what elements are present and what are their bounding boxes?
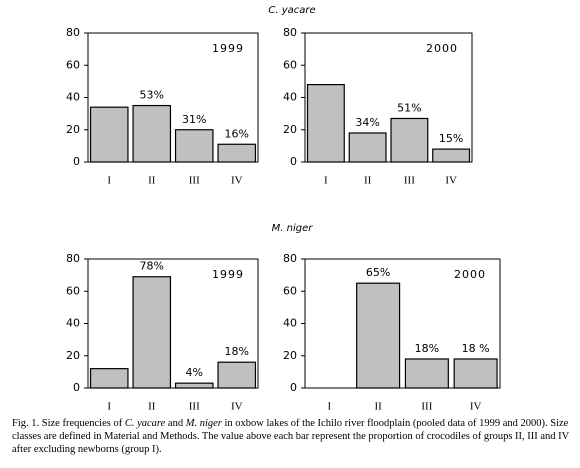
section-title: C. yacare bbox=[268, 5, 315, 16]
x-tick-label: II bbox=[364, 175, 372, 187]
y-tick-label: 80 bbox=[283, 252, 297, 265]
y-tick-label: 80 bbox=[66, 26, 80, 39]
year-label: 1999 bbox=[212, 42, 244, 55]
bar-note: 51% bbox=[397, 101, 421, 114]
y-tick-label: 40 bbox=[66, 317, 80, 330]
year-label: 2000 bbox=[426, 42, 458, 55]
y-tick-label: 20 bbox=[283, 123, 297, 136]
x-tick-label: IV bbox=[470, 401, 482, 413]
y-tick-label: 40 bbox=[283, 91, 297, 104]
bar-note: 18% bbox=[415, 342, 439, 355]
bar bbox=[217, 143, 257, 163]
x-tick-label: III bbox=[189, 401, 200, 413]
caption: Fig. 1. Size frequencies of C. yacare an… bbox=[12, 417, 570, 456]
bar-note: 65% bbox=[366, 266, 390, 279]
x-tick-label: I bbox=[107, 175, 111, 187]
bar bbox=[356, 282, 401, 389]
caption-species: M. niger bbox=[185, 418, 222, 429]
x-tick-label: II bbox=[148, 175, 156, 187]
section-title: M. niger bbox=[272, 223, 314, 234]
y-tick-label: 0 bbox=[290, 155, 297, 168]
bar bbox=[217, 361, 257, 389]
bar bbox=[89, 106, 129, 163]
x-tick-label: IV bbox=[231, 175, 243, 187]
x-tick-label: III bbox=[404, 175, 415, 187]
x-tick-label: II bbox=[148, 401, 156, 413]
bar-note: 4% bbox=[186, 366, 203, 379]
bar bbox=[174, 382, 214, 389]
x-tick-label: IV bbox=[231, 401, 243, 413]
bar bbox=[132, 276, 172, 389]
y-tick-label: 80 bbox=[66, 252, 80, 265]
caption-text: and bbox=[165, 418, 186, 429]
caption-species: C. yacare bbox=[124, 418, 166, 429]
x-tick-label: IV bbox=[445, 175, 457, 187]
y-tick-label: 60 bbox=[283, 284, 297, 297]
x-tick-label: I bbox=[107, 401, 111, 413]
y-tick-label: 20 bbox=[66, 123, 80, 136]
x-tick-label: I bbox=[324, 175, 328, 187]
bar-note: 53% bbox=[140, 89, 164, 102]
bar bbox=[132, 104, 172, 163]
y-tick-label: 20 bbox=[66, 349, 80, 362]
bar bbox=[404, 358, 449, 389]
year-label: 1999 bbox=[212, 268, 244, 281]
bar bbox=[174, 129, 214, 163]
bar-note: 18% bbox=[225, 345, 249, 358]
bar-note: 34% bbox=[355, 116, 379, 129]
caption-text: in oxbow lakes of the Ichilo river flood… bbox=[12, 418, 570, 455]
bar-note: 31% bbox=[182, 113, 206, 126]
bar bbox=[432, 148, 471, 163]
bar-note: 16% bbox=[225, 127, 249, 140]
bar bbox=[390, 117, 429, 163]
x-tick-label: I bbox=[328, 401, 332, 413]
y-tick-label: 80 bbox=[283, 26, 297, 39]
bar-note: 15% bbox=[439, 132, 463, 145]
bar bbox=[89, 368, 129, 389]
y-tick-label: 40 bbox=[283, 317, 297, 330]
bar bbox=[453, 358, 498, 389]
y-tick-label: 0 bbox=[73, 381, 80, 394]
y-tick-label: 40 bbox=[66, 91, 80, 104]
bar-note: 18 % bbox=[462, 342, 490, 355]
y-tick-label: 0 bbox=[290, 381, 297, 394]
y-tick-label: 60 bbox=[283, 58, 297, 71]
year-label: 2000 bbox=[454, 268, 486, 281]
bar-note: 78% bbox=[140, 260, 164, 273]
y-tick-label: 0 bbox=[73, 155, 80, 168]
x-tick-label: III bbox=[189, 175, 200, 187]
x-tick-label: II bbox=[374, 401, 382, 413]
y-tick-label: 60 bbox=[66, 284, 80, 297]
y-tick-label: 60 bbox=[66, 58, 80, 71]
caption-text: Fig. 1. Size frequencies of bbox=[12, 418, 125, 429]
bar bbox=[348, 132, 387, 163]
bar bbox=[306, 83, 345, 163]
y-tick-label: 20 bbox=[283, 349, 297, 362]
x-tick-label: III bbox=[421, 401, 432, 413]
